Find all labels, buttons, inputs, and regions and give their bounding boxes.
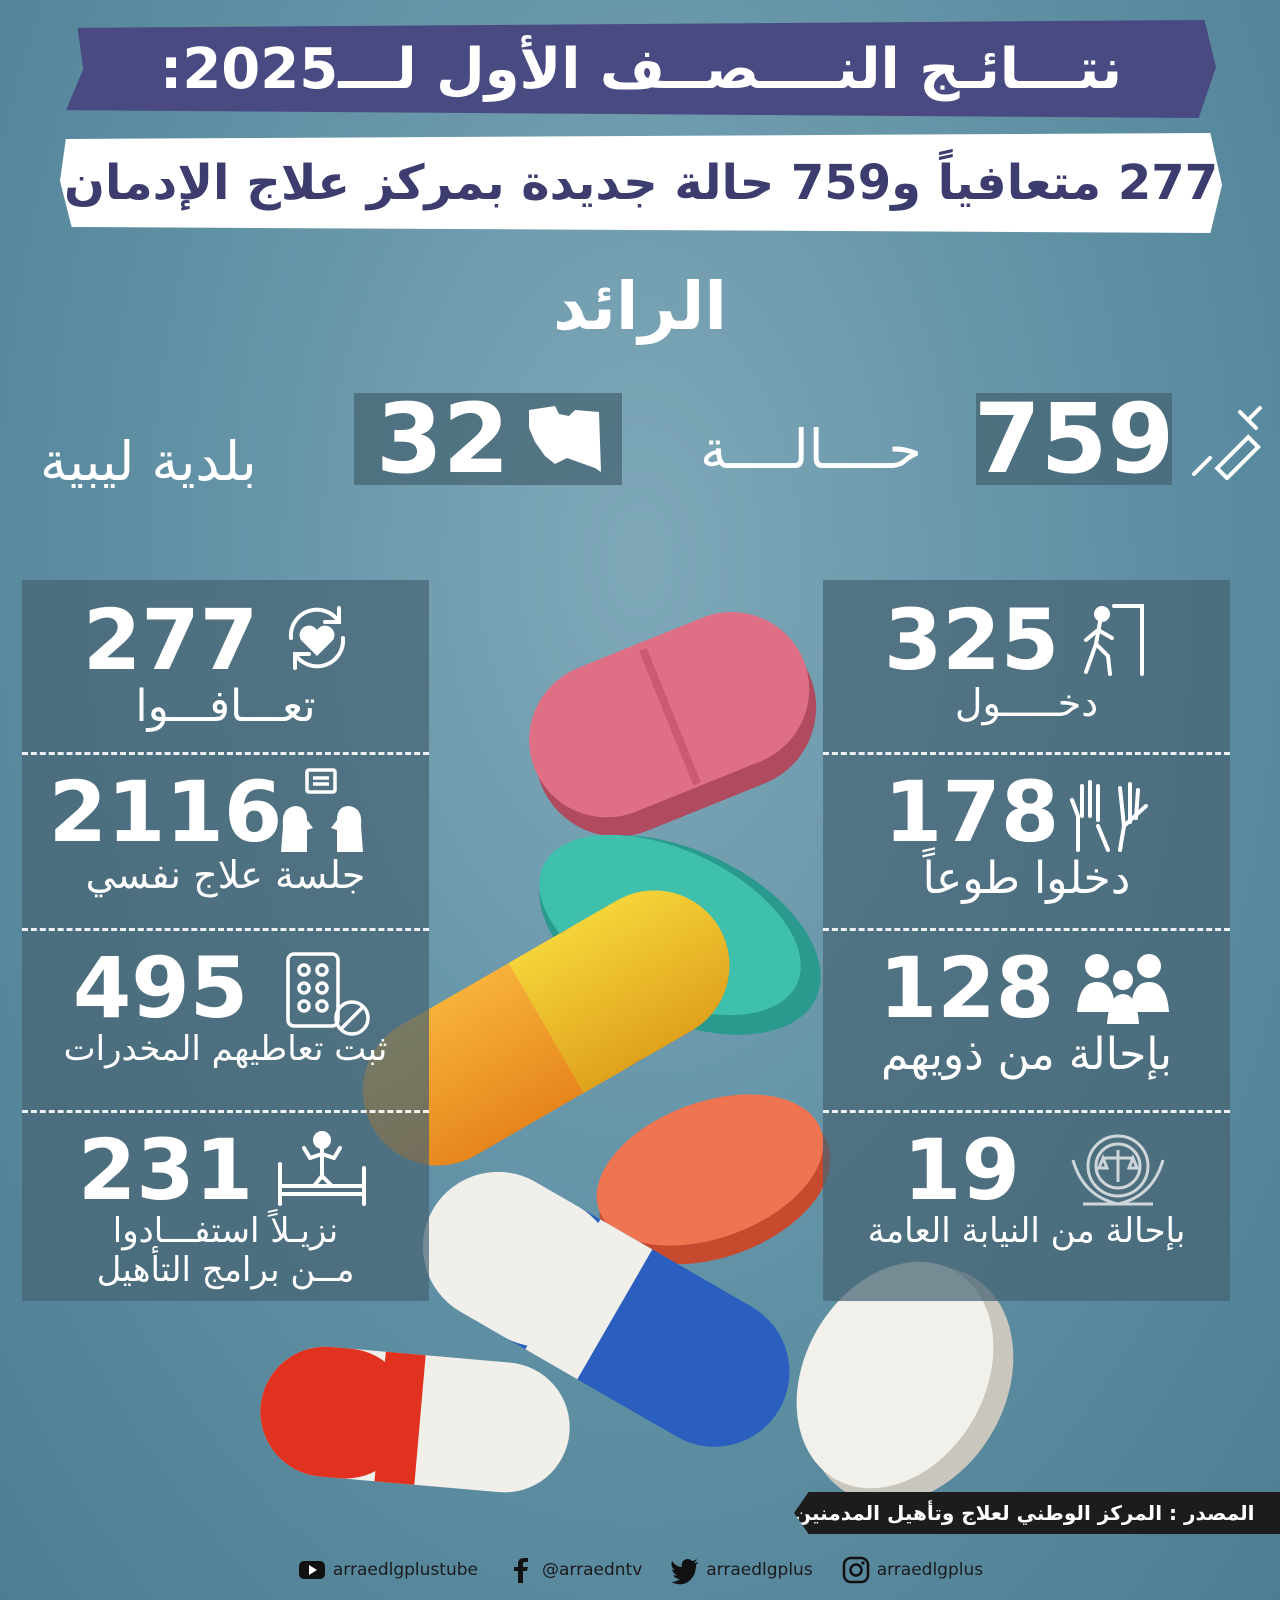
drug-use-confirmed-label: ثبت تعاطيهم المخدرات	[63, 1029, 388, 1069]
twitter-icon	[671, 1559, 699, 1585]
social-instagram[interactable]: arraedlgplus	[841, 1555, 983, 1585]
voluntary-value: 178	[883, 763, 1060, 861]
page-title: نتـــائـج النــــصــف الأول لـــ2025:	[159, 36, 1123, 102]
entries-label: دخـــــول	[954, 681, 1099, 725]
recovered-label: تعـــافـــوا	[135, 681, 316, 732]
recovered-value: 277	[82, 591, 259, 689]
stat-family-referral: 128 بإحالة من ذويهم	[823, 946, 1230, 1106]
left-stats-panel: 277 تعـــافـــوا 2116 جلسة علاج نفسي 495…	[22, 580, 429, 1301]
youtube-icon	[298, 1561, 325, 1579]
divider	[823, 928, 1230, 931]
therapy-sessions-value: 2116	[48, 763, 283, 861]
raised-hands-icon	[1070, 780, 1148, 852]
stat-prosecution-referral: 19 بإحالة من النيابة العامة	[823, 1128, 1230, 1288]
family-referral-value: 128	[878, 939, 1055, 1037]
divider	[22, 1110, 429, 1113]
brand-logo-text: الرائد	[553, 268, 727, 345]
divider	[823, 752, 1230, 755]
heart-recycle-icon	[288, 606, 346, 670]
rehab-bed-icon	[278, 1131, 366, 1206]
walking-exit-icon	[1084, 604, 1144, 676]
instagram-icon	[842, 1556, 869, 1584]
cases-count-box: 759	[974, 383, 1174, 495]
libya-map-icon	[529, 406, 601, 472]
stat-voluntary: 178 دخلوا طوعاً	[823, 770, 1230, 930]
prosecution-emblem-icon	[1071, 1134, 1165, 1206]
prosecution-referral-value: 19	[903, 1121, 1020, 1219]
facebook-icon	[513, 1558, 528, 1583]
stat-recovered: 277 تعـــافـــوا	[22, 598, 429, 748]
social-twitter[interactable]: arraedlgplus	[670, 1555, 813, 1585]
divider	[22, 752, 429, 755]
therapy-talk-icon	[281, 768, 363, 852]
stat-therapy-sessions: 2116 جلسة علاج نفسي	[22, 770, 429, 930]
municipalities-label: بلدية ليبية	[40, 430, 257, 493]
divider	[22, 928, 429, 931]
social-youtube[interactable]: arraedlgplustube	[297, 1555, 478, 1585]
source-credit: المصدر : المركز الوطني لعلاج وتأهيل المد…	[794, 1492, 1280, 1534]
facebook-handle: @arraedntv	[541, 1560, 643, 1580]
cases-label: حــــالــــة	[700, 418, 922, 481]
family-referral-label: بإحالة من ذويهم	[881, 1029, 1172, 1080]
municipalities-count: 32	[376, 383, 510, 495]
pills-blister-icon	[286, 952, 370, 1036]
twitter-handle: arraedlgplus	[706, 1560, 813, 1580]
rehab-beneficiaries-label-2: مــن برامج التأهيل	[96, 1250, 355, 1291]
prosecution-referral-label: بإحالة من النيابة العامة	[867, 1211, 1186, 1251]
entries-value: 325	[883, 591, 1060, 689]
subtitle-banner: 277 متعافياً و759 حالة جديدة بمركز علاج …	[60, 133, 1222, 233]
social-links: arraedlgplustube @arraedntv arraedlgplus…	[0, 1548, 1280, 1592]
stat-rehab-beneficiaries: 231 نزيـلاً استفـــادوا مــن برامج التأه…	[22, 1128, 429, 1298]
stat-drug-use-confirmed: 495 ثبت تعاطيهم المخدرات	[22, 946, 429, 1106]
voluntary-label: دخلوا طوعاً	[922, 853, 1131, 904]
stat-entries: 325 دخـــــول	[823, 598, 1230, 748]
rehab-beneficiaries-label-1: نزيـلاً استفـــادوا	[112, 1211, 339, 1251]
therapy-sessions-label: جلسة علاج نفسي	[85, 853, 366, 897]
page-subtitle: 277 متعافياً و759 حالة جديدة بمركز علاج …	[63, 155, 1219, 211]
social-facebook[interactable]: @arraedntv	[506, 1555, 642, 1585]
youtube-handle: arraedlgplustube	[332, 1560, 478, 1580]
syringe-icon	[1192, 406, 1262, 480]
cases-count: 759	[973, 383, 1175, 495]
divider	[823, 1110, 1230, 1113]
family-icon	[1077, 954, 1169, 1024]
title-banner: نتـــائـج النــــصــف الأول لـــ2025:	[66, 20, 1216, 118]
rehab-beneficiaries-value: 231	[77, 1121, 254, 1219]
right-stats-panel: 325 دخـــــول 178 دخلوا طوعاً 128 بإحالة…	[823, 580, 1230, 1301]
drug-use-confirmed-value: 495	[72, 939, 249, 1037]
instagram-handle: arraedlgplus	[876, 1560, 984, 1580]
